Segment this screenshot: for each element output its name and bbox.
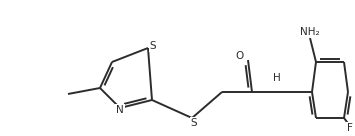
Text: N: N: [116, 105, 124, 115]
Text: S: S: [191, 118, 197, 128]
Text: F: F: [347, 123, 353, 133]
Text: S: S: [150, 41, 156, 51]
Text: O: O: [236, 51, 244, 61]
Text: NH₂: NH₂: [300, 27, 320, 37]
Text: H: H: [273, 73, 281, 83]
